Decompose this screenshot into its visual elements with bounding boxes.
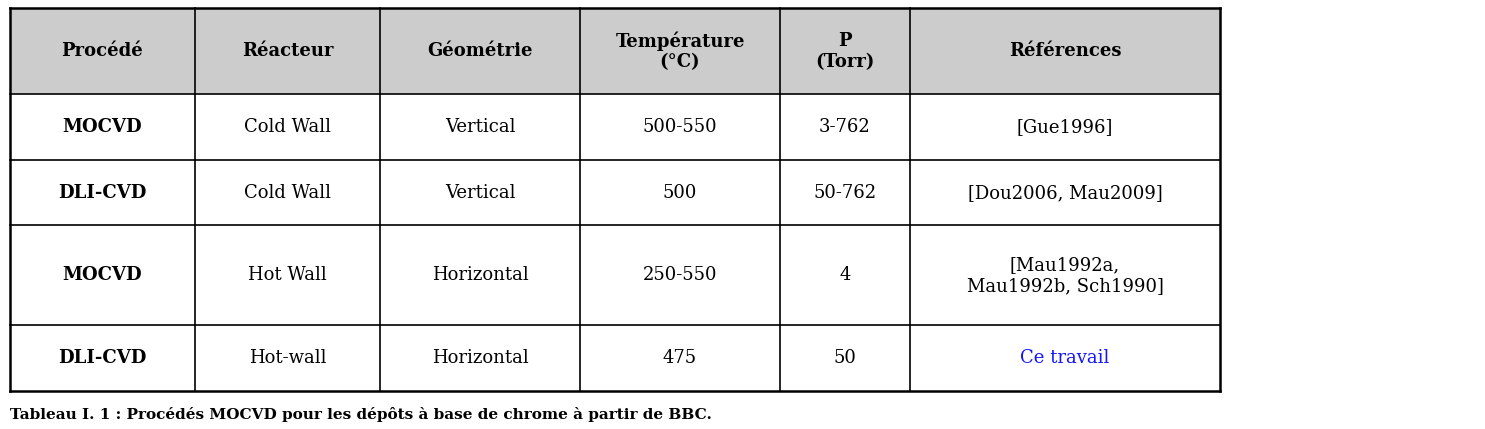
Text: 50-762: 50-762 — [814, 184, 876, 202]
Text: [Dou2006, Mau2009]: [Dou2006, Mau2009] — [968, 184, 1163, 202]
Bar — [581, 326, 780, 391]
Bar — [10, 225, 195, 326]
Text: Cold Wall: Cold Wall — [244, 184, 331, 202]
Text: Cold Wall: Cold Wall — [244, 118, 331, 136]
Text: DLI-CVD: DLI-CVD — [58, 184, 147, 202]
Bar — [780, 160, 910, 225]
Text: Horizontal: Horizontal — [432, 266, 529, 284]
Bar — [10, 94, 195, 160]
Bar — [380, 225, 581, 326]
Text: Hot Wall: Hot Wall — [248, 266, 327, 284]
Bar — [380, 8, 581, 94]
Text: Température
(°C): Température (°C) — [615, 31, 745, 71]
Text: Vertical: Vertical — [444, 118, 515, 136]
Bar — [10, 326, 195, 391]
Bar — [380, 160, 581, 225]
Bar — [195, 8, 380, 94]
Text: Vertical: Vertical — [444, 184, 515, 202]
Text: MOCVD: MOCVD — [62, 118, 143, 136]
Bar — [581, 8, 780, 94]
Text: 3-762: 3-762 — [820, 118, 870, 136]
Text: 250-550: 250-550 — [643, 266, 717, 284]
Bar — [780, 326, 910, 391]
Bar — [581, 94, 780, 160]
Bar — [195, 94, 380, 160]
Bar — [581, 225, 780, 326]
Text: 500-550: 500-550 — [643, 118, 717, 136]
Bar — [380, 94, 581, 160]
Text: Ce travail: Ce travail — [1020, 349, 1109, 367]
Bar — [910, 160, 1221, 225]
Bar — [10, 160, 195, 225]
Text: DLI-CVD: DLI-CVD — [58, 349, 147, 367]
Text: Réacteur: Réacteur — [242, 42, 333, 60]
Text: 500: 500 — [662, 184, 696, 202]
Text: Références: Références — [1008, 42, 1121, 60]
Text: 4: 4 — [839, 266, 851, 284]
Bar — [380, 326, 581, 391]
Text: [Mau1992a,
Mau1992b, Sch1990]: [Mau1992a, Mau1992b, Sch1990] — [967, 256, 1163, 295]
Bar — [195, 225, 380, 326]
Text: 50: 50 — [833, 349, 857, 367]
Bar — [910, 326, 1221, 391]
Text: P
(Torr): P (Torr) — [815, 32, 875, 71]
Text: Procédé: Procédé — [61, 42, 144, 60]
Bar — [10, 8, 195, 94]
Text: Hot-wall: Hot-wall — [249, 349, 327, 367]
Bar — [780, 8, 910, 94]
Bar — [780, 225, 910, 326]
Text: MOCVD: MOCVD — [62, 266, 143, 284]
Bar — [195, 160, 380, 225]
Bar — [780, 94, 910, 160]
Text: [Gue1996]: [Gue1996] — [1017, 118, 1114, 136]
Bar — [581, 160, 780, 225]
Bar — [195, 326, 380, 391]
Text: Tableau I. 1 : Procédés MOCVD pour les dépôts à base de chrome à partir de BBC.: Tableau I. 1 : Procédés MOCVD pour les d… — [10, 407, 711, 422]
Bar — [910, 8, 1221, 94]
Text: Géométrie: Géométrie — [428, 42, 533, 60]
Bar — [910, 225, 1221, 326]
Text: Horizontal: Horizontal — [432, 349, 529, 367]
Bar — [910, 94, 1221, 160]
Text: 475: 475 — [662, 349, 696, 367]
